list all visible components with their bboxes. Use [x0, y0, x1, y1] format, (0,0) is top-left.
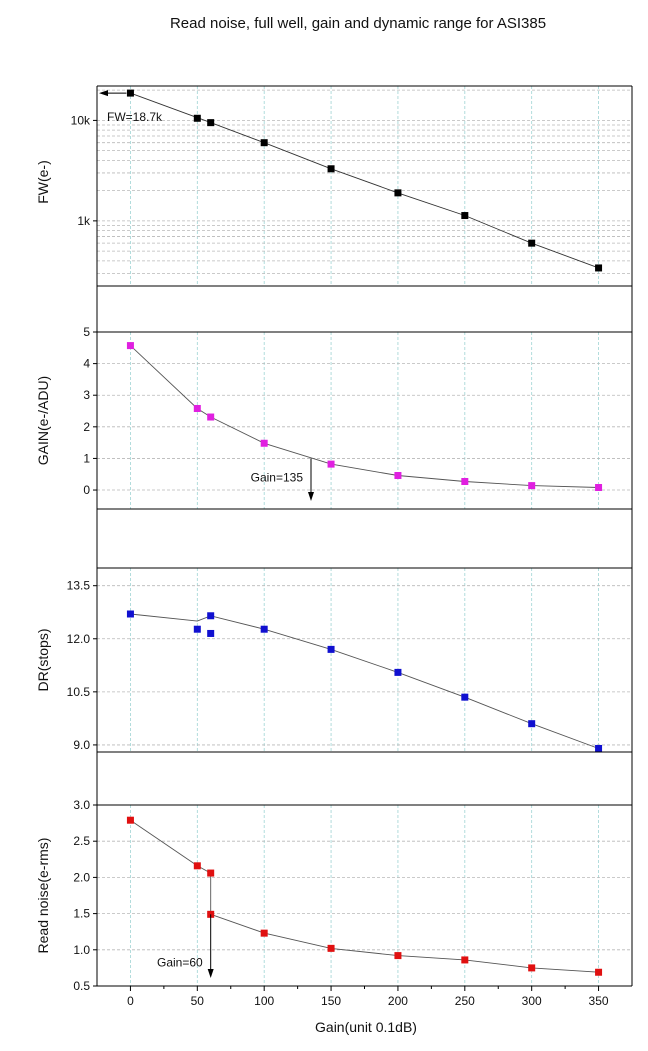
y-tick-label: 1k	[77, 214, 91, 228]
y-tick-label: 13.5	[67, 579, 91, 593]
data-point	[394, 668, 402, 676]
y-tick-label: 2	[83, 420, 90, 434]
data-point	[126, 342, 134, 350]
data-point	[193, 625, 201, 633]
y-tick-label: 5	[83, 325, 90, 339]
y-axis-label: FW(e-)	[35, 160, 51, 204]
panel-4: 0.5 1.0 1.5 2.0 2.5 3.0 Read noise(e-rms) Gain=…	[35, 751, 633, 993]
series-line	[130, 613, 599, 749]
data-point	[260, 439, 268, 447]
data-point	[193, 404, 201, 412]
annotation-arrowhead	[207, 969, 214, 978]
data-point	[260, 139, 268, 147]
x-tick-label: 150	[321, 994, 341, 1008]
data-point	[207, 869, 215, 877]
data-point	[260, 929, 268, 937]
x-axis-label: Gain(unit 0.1dB)	[315, 1019, 417, 1035]
data-point	[193, 114, 201, 122]
data-point	[327, 460, 335, 468]
data-point	[528, 720, 536, 728]
y-tick-label: 3	[83, 388, 90, 402]
data-point	[528, 239, 536, 247]
data-point	[126, 610, 134, 618]
data-point	[126, 89, 134, 97]
y-tick-label: 1.0	[73, 943, 90, 957]
panel-2: 0 1 2 3 4 5 GAIN(e-/ADU) Gain=135	[35, 285, 633, 510]
y-tick-label: 1.5	[73, 907, 90, 921]
data-point	[528, 964, 536, 972]
y-tick-label: 10k	[71, 113, 91, 127]
data-point	[595, 744, 603, 752]
data-point	[461, 693, 469, 701]
y-axis-label: DR(stops)	[35, 628, 51, 691]
data-point	[193, 862, 201, 870]
panel-1: 1k 10k FW(e-) FW=18.7k	[35, 85, 633, 287]
y-tick-label: 0.5	[73, 979, 90, 993]
data-point	[595, 264, 603, 272]
data-point	[327, 165, 335, 173]
data-point	[461, 956, 469, 964]
x-tick-label: 100	[254, 994, 274, 1008]
panel-3: 9.0 10.5 12.0 13.5 DR(stops)	[35, 508, 633, 753]
x-tick-label: 250	[455, 994, 475, 1008]
annotation-arrowhead	[308, 492, 314, 501]
data-point	[461, 478, 469, 486]
series-line	[130, 92, 599, 269]
x-tick-label: 0	[127, 994, 134, 1008]
annotation-label: Gain=60	[157, 955, 203, 969]
y-tick-label: 10.5	[67, 685, 91, 699]
x-tick-label: 300	[522, 994, 542, 1008]
x-tick-label: 50	[191, 994, 205, 1008]
x-tick-label: 200	[388, 994, 408, 1008]
y-tick-label: 0	[83, 483, 90, 497]
data-point	[595, 968, 603, 976]
data-point	[207, 413, 215, 421]
data-point	[207, 629, 215, 637]
x-tick-label: 350	[589, 994, 609, 1008]
data-point	[394, 471, 402, 479]
y-tick-label: 9.0	[73, 738, 90, 752]
data-point	[394, 952, 402, 960]
data-point	[260, 625, 268, 633]
data-point	[327, 645, 335, 653]
y-tick-label: 4	[83, 357, 90, 371]
data-point	[595, 484, 603, 492]
data-point	[126, 816, 134, 824]
data-point	[394, 189, 402, 197]
chart-title: Read noise, full well, gain and dynamic …	[170, 15, 546, 32]
y-axis-label: Read noise(e-rms)	[35, 838, 51, 954]
y-tick-label: 12.0	[67, 632, 91, 646]
data-point	[327, 944, 335, 952]
y-tick-label: 2.0	[73, 870, 90, 884]
data-point	[461, 212, 469, 220]
y-tick-label: 2.5	[73, 834, 90, 848]
series-line	[130, 345, 599, 488]
y-tick-label: 1	[83, 451, 90, 465]
annotation-label: FW=18.7k	[107, 110, 163, 124]
y-axis-label: GAIN(e-/ADU)	[35, 376, 51, 465]
annotation-arrowhead	[99, 90, 108, 97]
series-line	[130, 819, 599, 973]
y-tick-label: 3.0	[73, 798, 90, 812]
data-point	[207, 119, 215, 127]
data-point	[207, 612, 215, 620]
annotation-label: Gain=135	[251, 470, 304, 484]
data-point	[528, 482, 536, 490]
